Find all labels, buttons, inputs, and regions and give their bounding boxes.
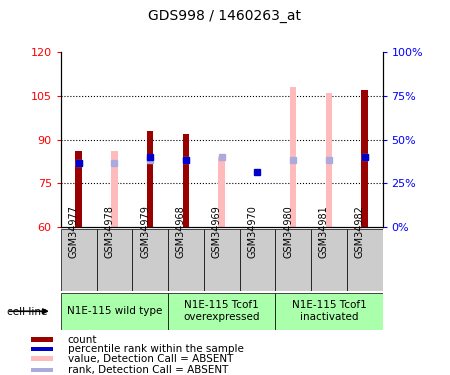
Text: GSM34981: GSM34981 (319, 206, 329, 258)
Bar (132, 229, 168, 291)
Text: GDS998 / 1460263_at: GDS998 / 1460263_at (148, 9, 302, 23)
Bar (61, 229, 96, 291)
Bar (326, 93, 332, 227)
Bar (183, 134, 189, 227)
Text: N1E-115 wild type: N1E-115 wild type (67, 306, 162, 316)
Text: count: count (68, 334, 97, 345)
Bar (61, 292, 168, 330)
Bar (111, 151, 117, 227)
Bar (31, 347, 54, 351)
Bar (361, 93, 368, 227)
Bar (76, 151, 82, 227)
Bar (204, 229, 239, 291)
Text: value, Detection Call = ABSENT: value, Detection Call = ABSENT (68, 354, 233, 364)
Bar (31, 368, 54, 372)
Bar (31, 357, 54, 361)
Bar (311, 229, 347, 291)
Text: GSM34969: GSM34969 (212, 206, 221, 258)
Bar (275, 229, 311, 291)
Text: GSM34970: GSM34970 (248, 206, 257, 258)
Bar (168, 229, 204, 291)
Bar (218, 157, 225, 227)
Text: GSM34979: GSM34979 (140, 206, 150, 258)
Bar (275, 292, 382, 330)
Bar (147, 131, 153, 227)
Text: GSM34968: GSM34968 (176, 206, 186, 258)
Text: GSM34977: GSM34977 (68, 206, 79, 258)
Bar (96, 229, 132, 291)
Text: N1E-115 Tcof1
inactivated: N1E-115 Tcof1 inactivated (292, 300, 366, 322)
Text: GSM34982: GSM34982 (355, 206, 365, 258)
Text: rank, Detection Call = ABSENT: rank, Detection Call = ABSENT (68, 365, 228, 375)
Text: percentile rank within the sample: percentile rank within the sample (68, 344, 243, 354)
Bar (31, 338, 54, 342)
Text: GSM34980: GSM34980 (283, 206, 293, 258)
Bar (361, 90, 368, 227)
Bar (168, 292, 275, 330)
Text: cell line: cell line (7, 307, 47, 317)
Text: GSM34978: GSM34978 (104, 206, 114, 258)
Bar (239, 229, 275, 291)
Bar (290, 87, 297, 227)
Bar (347, 229, 382, 291)
Text: N1E-115 Tcof1
overexpressed: N1E-115 Tcof1 overexpressed (184, 300, 260, 322)
